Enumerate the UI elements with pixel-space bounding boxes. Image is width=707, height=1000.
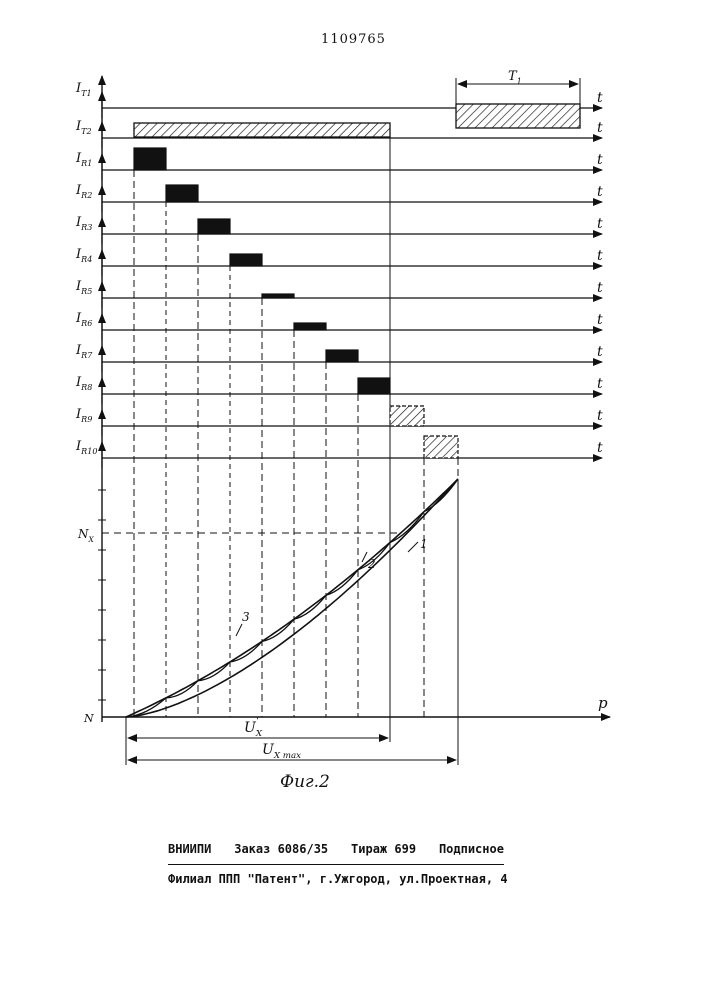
channel-label-6: IR4 — [75, 247, 92, 264]
pulse-R4 — [230, 254, 262, 266]
pulse-R1 — [134, 148, 166, 170]
pulse-R3 — [198, 219, 230, 234]
time-label-10: t — [597, 376, 603, 392]
channel-label-9: IR7 — [75, 343, 93, 360]
time-label-6: t — [597, 248, 603, 264]
dim-label-uxmax: UX max — [262, 742, 301, 761]
curve-2 — [126, 479, 458, 717]
pulse-R9 — [390, 406, 424, 426]
pulse-label-T1: T1 — [508, 69, 522, 86]
curve-label-2: 2 — [367, 557, 376, 571]
figure-caption: Фиг.2 — [280, 772, 330, 792]
pulse-R2 — [166, 185, 198, 202]
curve-leader-2 — [362, 552, 367, 562]
pulse-R5 — [262, 294, 294, 298]
channel-label-5: IR3 — [75, 215, 92, 232]
curve-3 — [126, 479, 458, 717]
dashed-guides — [102, 170, 458, 717]
time-label-3: t — [597, 152, 603, 168]
footer-order: Заказ 6086/35 — [234, 842, 328, 856]
pulse-R7 — [326, 350, 358, 362]
footer-line-2: Филиал ППП "Патент", г.Ужгород, ул.Проек… — [168, 872, 504, 886]
time-label-5: t — [597, 216, 603, 232]
channel-label-11: IR9 — [75, 407, 92, 424]
nx-label: NX — [77, 527, 95, 544]
time-label-1: t — [597, 90, 603, 106]
curve-leader-1 — [408, 542, 418, 552]
channel-label-3: IR1 — [75, 151, 92, 168]
channel-label-12: IR10 — [75, 439, 97, 456]
time-label-11: t — [597, 408, 603, 424]
p-axis-label: p — [598, 694, 608, 712]
curve-label-3: 3 — [242, 610, 250, 624]
time-label-7: t — [597, 280, 603, 296]
footer-print-run: Тираж 699 — [351, 842, 416, 856]
pulse-T1 — [456, 104, 580, 128]
channel-label-4: IR2 — [75, 183, 92, 200]
pulse-group — [134, 104, 580, 458]
curve-leader-3 — [236, 624, 242, 636]
axes-group — [98, 76, 610, 765]
dim-label-ux: UX — [244, 720, 263, 739]
footer-org: ВНИИПИ — [168, 842, 211, 856]
channel-label-8: IR6 — [75, 311, 92, 328]
label-group: IT1 t IT2 t IR1 t IR2 t IR3 t IR4 t IR5 t IR6 t IR7 t IR8 t… — [75, 69, 608, 761]
n-axis-label: N — [83, 712, 94, 725]
channel-label-1: IT1 — [75, 81, 92, 98]
footer-line-1: ВНИИПИ Заказ 6086/35 Тираж 699 Подписное — [168, 842, 504, 856]
channel-label-2: IT2 — [75, 119, 92, 136]
pulse-T2 — [134, 123, 390, 137]
channel-label-7: IR5 — [75, 279, 92, 296]
footer-rule — [168, 864, 504, 865]
curve-group — [126, 479, 458, 717]
time-label-4: t — [597, 184, 603, 200]
footer-subscription: Подписное — [439, 842, 504, 856]
time-label-8: t — [597, 312, 603, 328]
dim-label-ux-prime: ' — [256, 716, 259, 727]
time-label-9: t — [597, 344, 603, 360]
curve-label-1: 1 — [420, 537, 428, 551]
channel-label-10: IR8 — [75, 375, 92, 392]
pulse-R6 — [294, 323, 326, 330]
time-label-12: t — [597, 440, 603, 456]
time-label-2: t — [597, 120, 603, 136]
curve-1 — [126, 479, 458, 717]
pulse-R10 — [424, 436, 458, 458]
pulse-R8 — [358, 378, 390, 394]
